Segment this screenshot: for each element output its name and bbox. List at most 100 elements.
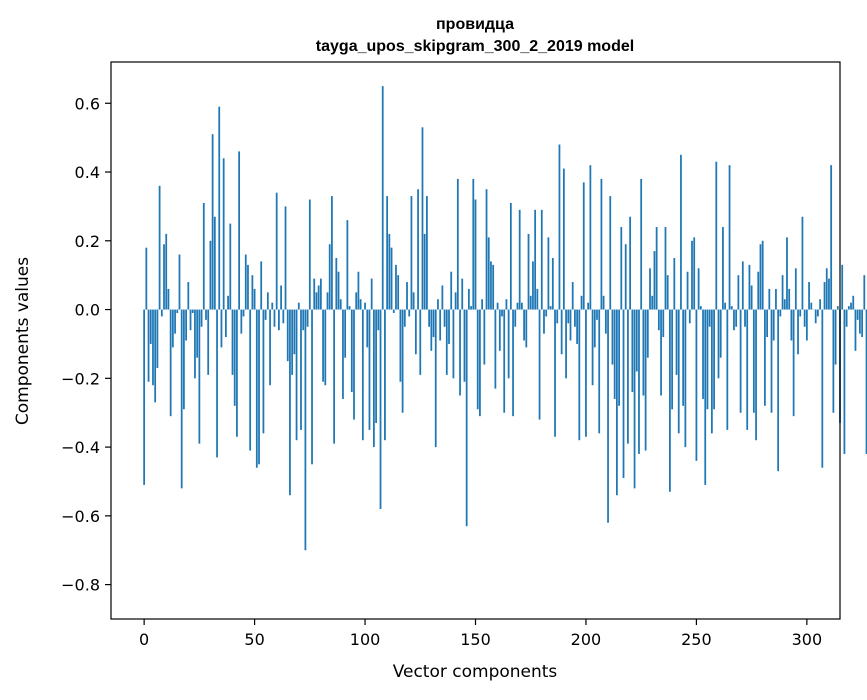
bar xyxy=(561,310,563,355)
bar xyxy=(207,310,209,375)
bar xyxy=(667,275,669,309)
bar xyxy=(519,210,521,310)
bar xyxy=(570,310,572,341)
bar xyxy=(397,275,399,309)
bar xyxy=(616,310,618,496)
bar xyxy=(152,310,154,386)
bar xyxy=(837,306,839,309)
bar xyxy=(574,310,576,327)
bar xyxy=(499,310,501,351)
bar xyxy=(311,310,313,465)
bar xyxy=(320,279,322,310)
bar xyxy=(700,306,702,309)
bar xyxy=(726,310,728,430)
bar xyxy=(300,310,302,430)
bar xyxy=(163,244,165,309)
x-tick-label: 0 xyxy=(139,630,149,649)
bar xyxy=(444,310,446,327)
bar xyxy=(388,234,390,310)
bar xyxy=(693,237,695,309)
bar xyxy=(629,217,631,310)
bar xyxy=(559,145,561,310)
bar xyxy=(172,310,174,348)
bar xyxy=(183,310,185,410)
bar xyxy=(645,310,647,451)
bar xyxy=(762,241,764,310)
bar xyxy=(795,268,797,309)
bar xyxy=(649,268,651,309)
bar xyxy=(274,310,276,327)
bar xyxy=(640,179,642,310)
bar xyxy=(791,310,793,341)
bar xyxy=(643,310,645,396)
bar xyxy=(322,310,324,382)
bar xyxy=(298,303,300,310)
y-tick-label: 0.0 xyxy=(75,301,100,320)
bar xyxy=(486,189,488,309)
bar xyxy=(225,310,227,338)
bar xyxy=(521,303,523,310)
bar xyxy=(550,306,552,309)
chart-title-line-1: провидца xyxy=(436,16,514,33)
bar xyxy=(775,289,777,310)
bar xyxy=(627,310,629,444)
bar xyxy=(525,310,527,348)
bar xyxy=(364,303,366,310)
bar xyxy=(819,299,821,309)
bar xyxy=(859,310,861,334)
bar xyxy=(517,303,519,310)
bar xyxy=(201,310,203,327)
bar xyxy=(375,310,377,423)
bar xyxy=(620,227,622,310)
x-tick-label: 250 xyxy=(681,630,712,649)
bar xyxy=(850,303,852,310)
bar xyxy=(179,255,181,310)
bar xyxy=(658,310,660,331)
bar xyxy=(832,310,834,413)
bar xyxy=(669,310,671,492)
bar xyxy=(402,310,404,413)
bar xyxy=(411,196,413,309)
bar xyxy=(718,310,720,379)
bar xyxy=(691,241,693,310)
bar xyxy=(355,292,357,309)
bar xyxy=(738,275,740,309)
bar xyxy=(647,310,649,358)
bar xyxy=(245,255,247,310)
bar xyxy=(470,306,472,309)
bar xyxy=(528,234,530,310)
bar xyxy=(596,310,598,320)
bar xyxy=(278,310,280,331)
bar xyxy=(488,237,490,309)
bar xyxy=(187,282,189,310)
bar xyxy=(598,310,600,434)
bar xyxy=(684,310,686,448)
bar xyxy=(687,272,689,310)
bar xyxy=(497,303,499,310)
bar xyxy=(232,310,234,375)
bar xyxy=(161,310,163,317)
bar xyxy=(863,275,865,309)
bar xyxy=(386,196,388,309)
bar xyxy=(760,244,762,309)
bar xyxy=(174,310,176,334)
bar xyxy=(453,310,455,379)
bar xyxy=(824,282,826,310)
bar xyxy=(324,310,326,386)
x-tick-label: 100 xyxy=(350,630,381,649)
bar xyxy=(589,165,591,309)
bar xyxy=(483,310,485,365)
bar xyxy=(676,310,678,375)
bar xyxy=(704,310,706,485)
bar xyxy=(768,289,770,310)
bar xyxy=(221,310,223,348)
bar xyxy=(729,165,731,309)
bar xyxy=(771,310,773,413)
bar xyxy=(316,292,318,309)
bar xyxy=(512,310,514,417)
bar xyxy=(742,261,744,309)
bar xyxy=(285,206,287,309)
bar xyxy=(543,310,545,334)
bar xyxy=(766,310,768,338)
